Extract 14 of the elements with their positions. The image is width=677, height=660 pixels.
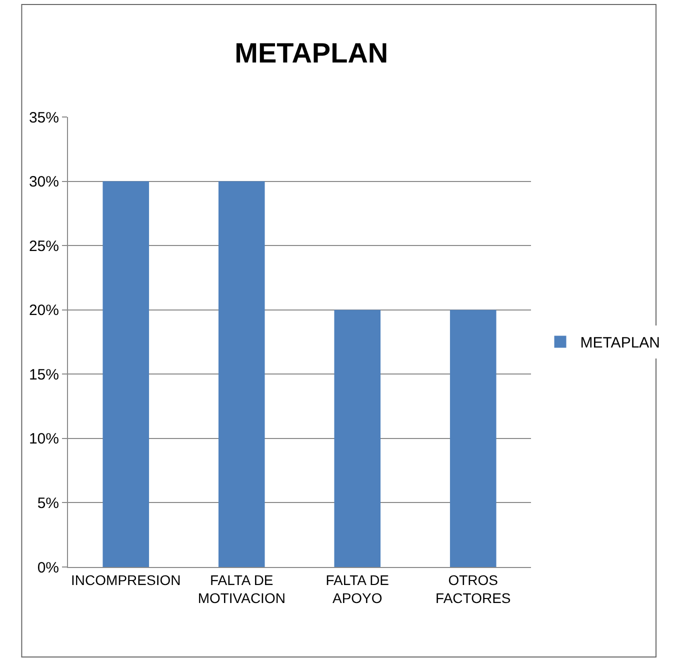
y-tick-label: 15% (28, 366, 59, 384)
legend-label: METAPLAN (580, 334, 660, 352)
y-tick-label: 5% (37, 494, 59, 512)
y-tick-label: 10% (28, 430, 59, 448)
y-tick-label: 0% (37, 559, 59, 576)
y-tick-label: 20% (28, 302, 59, 320)
x-tick-label: FALTA DE MOTIVACION (198, 572, 286, 606)
chart-title: METAPLAN (234, 38, 388, 69)
y-tick-label: 35% (28, 109, 59, 126)
x-tick-label: INCOMPRESION (71, 572, 181, 588)
y-tick-label: 25% (28, 238, 59, 255)
x-tick-label: FALTA DE APOYO (326, 572, 390, 606)
x-tick-label: OTROS FACTORES (436, 572, 511, 606)
y-tick-label: 30% (28, 174, 59, 191)
